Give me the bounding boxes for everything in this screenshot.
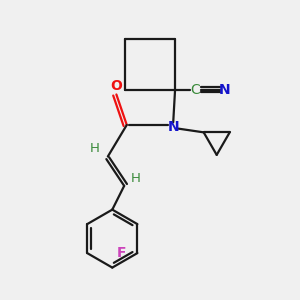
Text: N: N: [219, 82, 230, 97]
Text: N: N: [167, 120, 179, 134]
Text: H: H: [131, 172, 141, 185]
Text: C: C: [190, 82, 200, 97]
Text: O: O: [110, 79, 122, 93]
Text: F: F: [117, 246, 127, 260]
Text: H: H: [89, 142, 99, 155]
